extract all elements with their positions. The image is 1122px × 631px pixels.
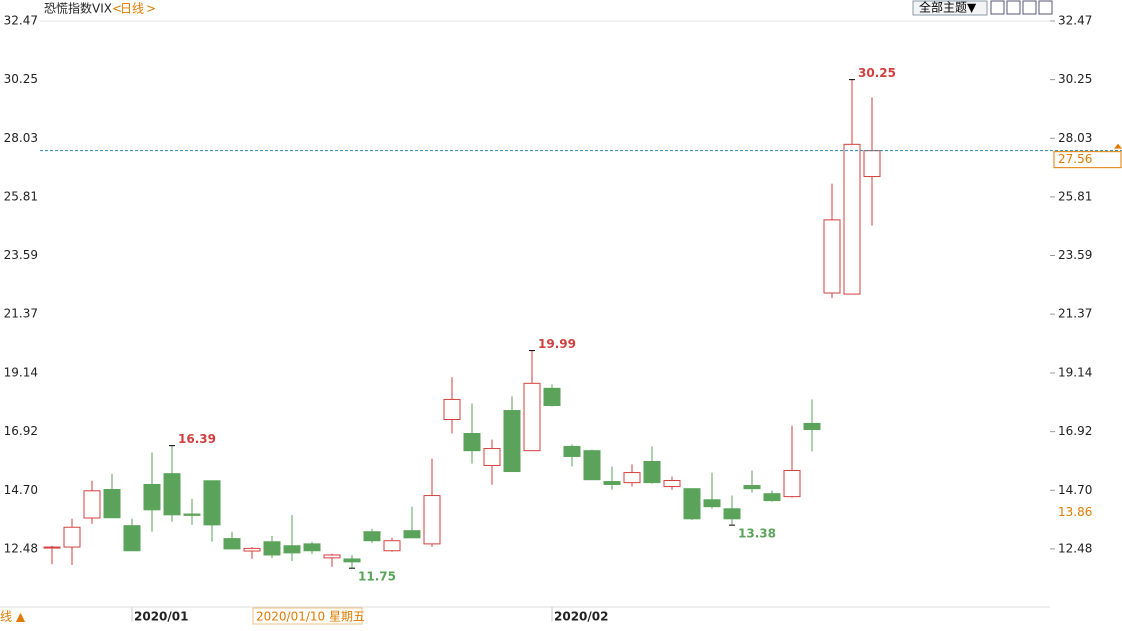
candle-body: [183, 513, 201, 516]
prev-button[interactable]: <: [112, 2, 122, 16]
y-tick-label: 25.81: [4, 189, 38, 203]
period[interactable]: 日线: [120, 2, 144, 16]
y-tick-label-right: 30.25: [1058, 72, 1092, 86]
candle-body: [43, 546, 61, 549]
candle-body: [323, 554, 341, 559]
y-tick-label: 12.48: [4, 541, 38, 555]
y-tick-label-right: 32.47: [1058, 14, 1092, 28]
y-tick-label-right: 12.48: [1058, 541, 1092, 555]
candle-body: [143, 483, 161, 511]
theme-button[interactable]: 全部主题▼: [919, 0, 977, 15]
y-tick-label-right: 19.14: [1058, 366, 1092, 380]
candle-body: [563, 445, 581, 457]
candle-body: [103, 488, 121, 519]
y-tick-label-right: 14.70: [1058, 483, 1092, 497]
candle-body: [843, 143, 861, 295]
y-tick-label-right: 16.92: [1058, 424, 1092, 438]
candle-body: [703, 499, 721, 508]
crosshair-date-box: [252, 607, 363, 625]
candle-body: [723, 508, 741, 520]
annotation: 19.99: [538, 337, 576, 351]
candle-body: [503, 410, 521, 473]
candle-body: [623, 472, 641, 484]
last-price-arrow: [1114, 143, 1122, 149]
candle-body: [263, 541, 281, 556]
candle-body: [283, 545, 301, 554]
candle-body: [163, 473, 181, 516]
candle-body: [243, 547, 261, 552]
x-tick-label: 2020/01: [134, 610, 188, 624]
y-tick-label: 16.92: [4, 424, 38, 438]
bottom-tab[interactable]: 线 ▲: [0, 610, 26, 624]
candle-body: [203, 480, 221, 526]
candle-body: [763, 493, 781, 502]
y-tick-label-right: 21.37: [1058, 307, 1092, 321]
crosshair-date: 2020/01/10 星期五: [256, 610, 365, 624]
candle-body: [383, 540, 401, 552]
candle-body: [403, 530, 421, 539]
candle-body: [823, 219, 841, 294]
y-tick-label-right: 23.59: [1058, 248, 1092, 262]
y-tick-label-right: 28.03: [1058, 131, 1092, 145]
candle-body: [783, 469, 801, 498]
annotation: 30.25: [858, 66, 896, 80]
x-tick-label: 2020/02: [554, 610, 608, 624]
candle-body: [83, 490, 101, 519]
annotation: 16.39: [178, 432, 216, 446]
candle-body: [423, 495, 441, 545]
candle-body: [483, 448, 501, 466]
title: 恐慌指数VIX: [44, 1, 112, 16]
candle-body: [523, 382, 541, 452]
y-tick-label: 32.47: [4, 14, 38, 28]
y-tick-label: 28.03: [4, 131, 38, 145]
annotation: 13.38: [738, 527, 776, 541]
candle-body: [303, 543, 321, 552]
crosshair-price: 13.86: [1058, 505, 1092, 519]
candle-body: [223, 538, 241, 550]
theme-button-box[interactable]: [912, 0, 988, 16]
candle-body: [583, 450, 601, 481]
y-tick-label: 19.14: [4, 366, 38, 380]
candle-body: [743, 485, 761, 490]
candle-body: [863, 150, 881, 178]
candle-body: [643, 460, 661, 484]
toolbar-icons[interactable]: [990, 0, 1053, 15]
candle-body: [683, 488, 701, 520]
candle-body: [63, 526, 81, 548]
candle-body: [363, 531, 381, 542]
last-price-label: 27.56: [1058, 152, 1092, 166]
y-tick-label: 21.37: [4, 307, 38, 321]
annotation: 11.75: [358, 570, 396, 584]
y-tick-label: 30.25: [4, 72, 38, 86]
candle-body: [803, 422, 821, 431]
candle-body: [663, 480, 681, 488]
candle-body: [343, 558, 361, 563]
candle-body: [543, 387, 561, 407]
y-tick-label-right: 25.81: [1058, 189, 1092, 203]
y-tick-label: 23.59: [4, 248, 38, 262]
next-button[interactable]: >: [146, 2, 156, 16]
candle-body: [603, 481, 621, 485]
last-price-box: [1053, 151, 1122, 169]
candle-body: [123, 525, 141, 552]
candle-body: [443, 398, 461, 421]
candle-body: [463, 432, 481, 452]
y-tick-label: 14.70: [4, 483, 38, 497]
